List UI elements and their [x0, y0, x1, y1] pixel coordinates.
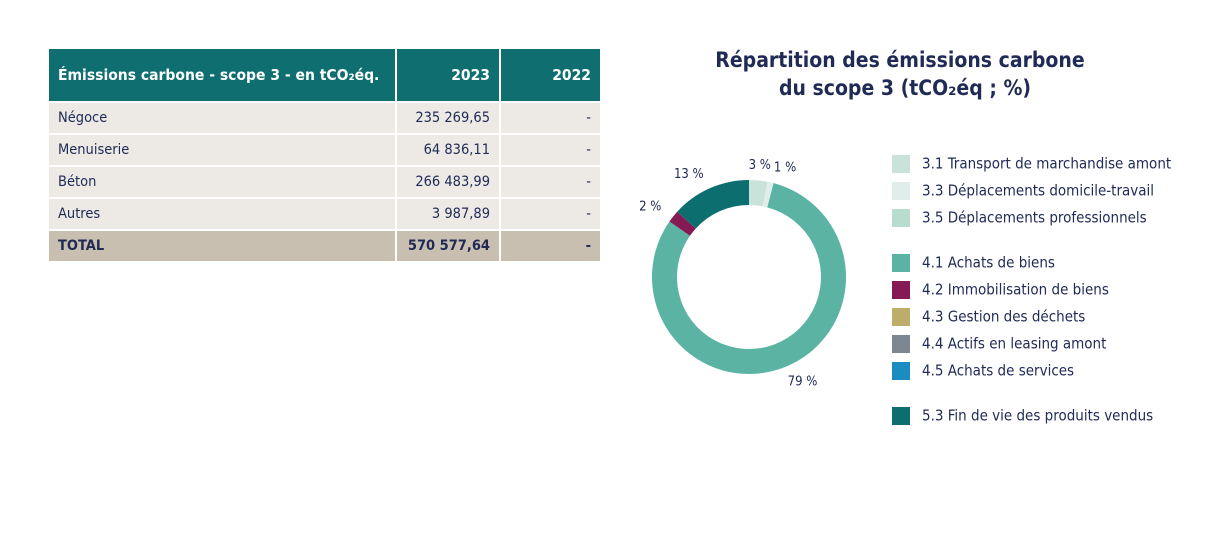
legend-label: 5.3 Fin de vie des produits vendus [922, 407, 1153, 425]
legend-swatch [892, 362, 910, 380]
cell: 64 836,11 [395, 133, 500, 166]
cell: Menuiserie [49, 133, 396, 166]
header-cell: Émissions carbone - scope 3 - en tCO₂éq. [49, 49, 396, 102]
cell: Autres [49, 197, 396, 230]
legend-label: 3.5 Déplacements professionnels [922, 209, 1147, 227]
row: Négoce 235 269,65- [49, 101, 600, 134]
cell: - [499, 229, 600, 261]
legend-label: 3.3 Déplacements domicile-travail [922, 182, 1154, 200]
header-row: Émissions carbone - scope 3 - en tCO₂éq.… [49, 49, 600, 102]
legend-swatch [892, 209, 910, 227]
cell: 570 577,64 [395, 229, 500, 261]
legend-swatch [892, 155, 910, 173]
cell: 3 987,89 [395, 197, 500, 230]
cell: Béton [49, 165, 396, 198]
row: Autres 3 987,89- [49, 197, 600, 230]
cell: 235 269,65 [395, 101, 500, 134]
cell: - [499, 101, 600, 134]
legend-label: 4.3 Gestion des déchets [922, 308, 1085, 326]
total-row: TOTAL 570 577,64- [49, 229, 600, 261]
legend-label: 4.5 Achats de services [922, 362, 1074, 380]
legend-swatch [892, 308, 910, 326]
header-cell: 2022 [499, 49, 600, 102]
row: Béton 266 483,99- [49, 165, 600, 198]
legend-swatch [892, 254, 910, 272]
donut-segment [669, 211, 696, 236]
cell: - [499, 197, 600, 230]
chart-title: Répartition des émissions carbone [715, 48, 1084, 72]
value-label: 79 % [788, 375, 818, 390]
cell: TOTAL [49, 229, 396, 261]
value-label: 13 % [674, 167, 704, 182]
value-label: 3 % [749, 158, 771, 173]
cell: - [499, 133, 600, 166]
value-label: 2 % [639, 200, 661, 215]
legend-label: 4.1 Achats de biens [922, 254, 1055, 272]
donut-segment [749, 180, 768, 207]
legend-swatch [892, 335, 910, 353]
donut-segment [762, 181, 774, 208]
emissions-table: Émissions carbone - scope 3 - en tCO₂éq.… [49, 49, 600, 261]
donut-segment [677, 180, 749, 229]
legend-swatch [892, 281, 910, 299]
legend-label: 3.1 Transport de marchandise amont [922, 155, 1171, 173]
chart-title: du scope 3 (tCO₂éq ; %) [779, 76, 1031, 100]
row: Menuiserie 64 836,11- [49, 133, 600, 166]
value-label: 1 % [774, 160, 796, 175]
legend-label: 4.2 Immobilisation de biens [922, 281, 1109, 299]
legend-swatch [892, 407, 910, 425]
cell: - [499, 165, 600, 198]
legend-label: 4.4 Actifs en leasing amont [922, 335, 1106, 353]
header-cell: 2023 [395, 49, 500, 102]
cell: Négoce [49, 101, 396, 134]
legend-swatch [892, 182, 910, 200]
cell: 266 483,99 [395, 165, 500, 198]
